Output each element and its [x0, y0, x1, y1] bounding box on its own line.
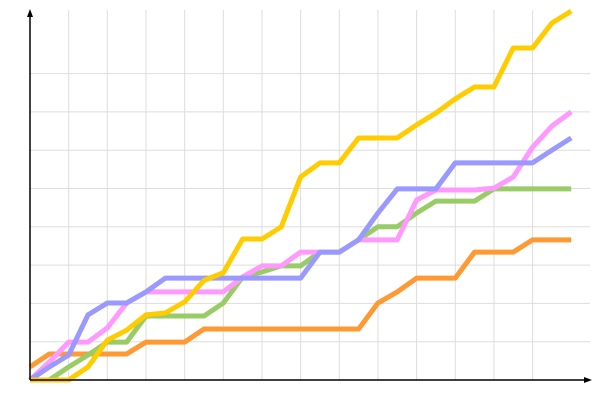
series-group — [28, 9, 573, 383]
grid — [30, 10, 590, 380]
series-line-2 — [28, 109, 573, 382]
x-axis-arrow — [584, 377, 592, 383]
y-axis-arrow — [27, 9, 33, 17]
series-line-1 — [30, 186, 572, 383]
axes — [27, 9, 592, 383]
series-line-0 — [28, 237, 572, 370]
series-line-3 — [28, 135, 573, 383]
series-line-4 — [30, 9, 573, 383]
